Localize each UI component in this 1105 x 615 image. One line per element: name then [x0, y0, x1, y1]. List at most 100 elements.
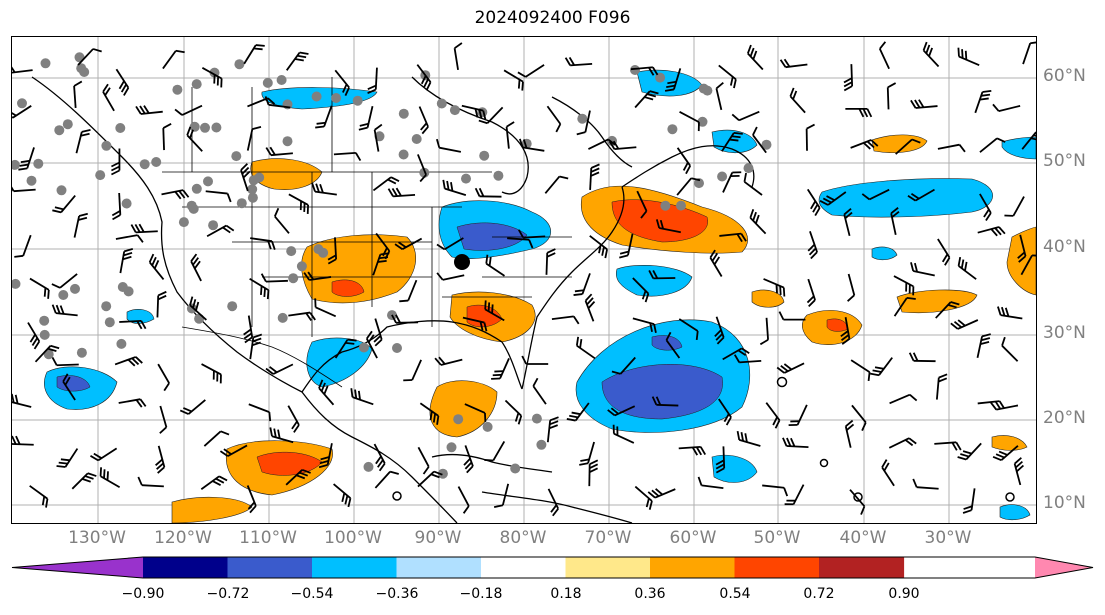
wind-barb-feather: [294, 58, 304, 62]
wind-barb: [697, 476, 724, 489]
wind-barb-feather: [139, 398, 147, 407]
wind-barb: [200, 475, 228, 490]
wind-barb-feather: [484, 300, 487, 310]
wind-barb-feather: [807, 243, 816, 252]
wind-barb-feather: [62, 373, 69, 383]
wind-barb: [162, 123, 172, 151]
wind-barb: [155, 445, 166, 474]
wind-barb: [910, 262, 935, 277]
observation-dot: [288, 273, 299, 284]
wind-barb-feather: [492, 373, 502, 377]
wind-barb-feather: [355, 152, 362, 162]
wind-barb-feather: [607, 138, 616, 146]
wind-barb: [544, 175, 569, 194]
wind-barb-feather: [267, 240, 272, 250]
wind-barb-feather: [19, 163, 29, 167]
wind-barb-feather: [51, 304, 57, 314]
wind-barb: [870, 357, 893, 377]
wind-barb: [51, 357, 79, 367]
wind-barb-feather: [810, 251, 818, 260]
observation-dot: [115, 123, 126, 133]
wind-barb-feather: [420, 75, 427, 85]
wind-barb-shaft: [205, 190, 228, 195]
observation-dot: [12, 159, 20, 170]
observation-dot: [311, 91, 322, 102]
wind-barb-feather: [736, 233, 743, 243]
wind-barb-feather: [667, 80, 677, 85]
wind-barb-feather: [1017, 251, 1026, 259]
wind-barb: [935, 301, 960, 319]
wind-barb-feather: [962, 509, 972, 514]
wind-barb-feather: [981, 337, 991, 342]
wind-barb-feather: [608, 141, 616, 150]
wind-barb-feather: [808, 299, 816, 307]
wind-barb-feather: [143, 105, 150, 114]
wind-barb: [373, 443, 386, 472]
wind-barb: [789, 87, 806, 114]
wind-barb-feather: [910, 262, 915, 272]
wind-barb-feather: [580, 458, 590, 462]
wind-barb: [1022, 41, 1036, 65]
observation-dot: [139, 159, 150, 170]
wind-barb-shaft: [676, 177, 692, 196]
wind-barb-feather: [195, 301, 200, 311]
wind-barb: [547, 488, 560, 517]
wind-barb-feather: [528, 239, 534, 249]
wind-barb-feather: [20, 159, 30, 163]
wind-barb: [979, 193, 992, 221]
wind-barb: [287, 405, 300, 433]
wind-barb-shaft: [501, 483, 510, 506]
observation-dot: [56, 185, 67, 196]
wind-barb-shaft: [678, 318, 699, 332]
wind-barb: [736, 430, 761, 447]
wind-barb-feather: [982, 89, 992, 93]
wind-barb-feather: [387, 178, 397, 185]
map-panel[interactable]: [11, 36, 1037, 524]
wind-barb-feather: [644, 293, 650, 303]
wind-barb-shaft: [374, 470, 391, 489]
wind-barb-feather: [265, 367, 274, 375]
wind-barb-feather: [872, 369, 882, 373]
wind-barb-feather: [41, 496, 46, 506]
wind-barb-feather: [251, 341, 261, 347]
longitude-label: 90°W: [414, 528, 462, 548]
wind-barb-feather: [733, 354, 741, 363]
wind-barb-feather: [714, 329, 722, 337]
wind-barb-feather: [579, 462, 589, 466]
wind-barb: [333, 483, 352, 508]
wind-barb: [907, 188, 935, 202]
wind-barb-feather: [478, 109, 483, 119]
wind-barb-feather: [743, 172, 747, 182]
wind-barb-shaft: [893, 297, 908, 317]
wind-barb-feather: [131, 357, 140, 366]
wind-barb: [246, 485, 257, 514]
wind-barb-feather: [517, 229, 524, 239]
wind-barb-feather: [178, 190, 186, 199]
wind-barb-shaft: [765, 317, 769, 340]
wind-barb-feather: [691, 177, 701, 182]
wind-barb-shaft: [998, 104, 1021, 113]
wind-barb-shaft: [979, 137, 998, 153]
wind-barb-feather: [648, 270, 655, 279]
wind-barb: [505, 121, 515, 149]
wind-barb-feather: [715, 463, 725, 470]
wind-barb-feather: [564, 57, 571, 66]
wind-barb: [722, 171, 742, 193]
wind-barb-feather: [950, 301, 960, 306]
wind-barb: [997, 306, 1023, 320]
wind-barb-feather: [269, 366, 278, 373]
wind-barb-feather: [697, 122, 700, 132]
wind-barb: [881, 459, 895, 487]
wind-barb-feather: [162, 123, 172, 129]
wind-barb: [453, 42, 463, 71]
wind-barb: [201, 363, 222, 384]
wind-barb-feather: [220, 430, 230, 436]
highlighted-station-marker[interactable]: [454, 254, 470, 270]
wind-barb-feather: [14, 254, 24, 258]
wind-barb-feather: [664, 88, 675, 92]
wind-barb-feather: [299, 51, 309, 55]
wind-barb: [619, 233, 634, 259]
wind-barb: [416, 64, 432, 91]
wind-barb: [27, 322, 41, 350]
wind-barb-feather: [102, 83, 109, 93]
